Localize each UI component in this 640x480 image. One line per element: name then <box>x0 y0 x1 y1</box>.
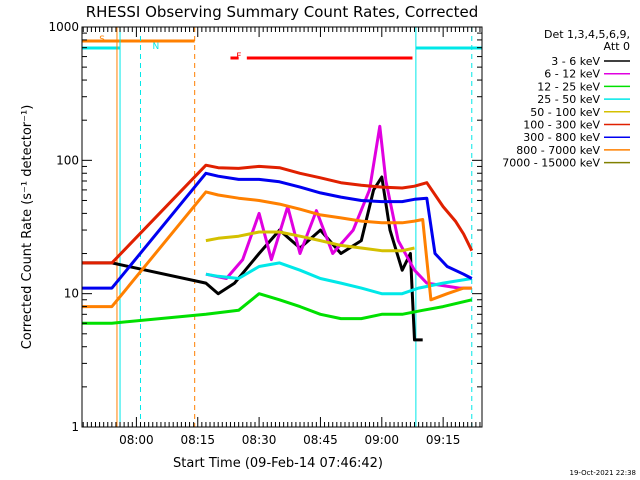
legend-label: 100 - 300 keV <box>523 119 600 132</box>
series-line <box>82 292 473 325</box>
plot-frame <box>81 26 483 428</box>
legend-label: 3 - 6 keV <box>551 55 600 68</box>
legend-label: 25 - 50 keV <box>537 93 600 106</box>
y-axis-label: Corrected Count Rate (s⁻¹ detector⁻¹) <box>20 105 35 350</box>
legend-label: 50 - 100 keV <box>530 106 600 119</box>
y-tick-label: 10 <box>64 287 79 301</box>
series-line <box>82 190 472 309</box>
flag-label-n: N <box>152 42 159 52</box>
flag-bars: S N F <box>82 35 482 62</box>
y-tick-label: 1000 <box>48 20 79 34</box>
y-axis: 1 10 100 1000 <box>48 20 482 434</box>
series-line <box>82 171 473 290</box>
chart-title: RHESSI Observing Summary Count Rates, Co… <box>86 3 479 21</box>
x-tick-label: 09:15 <box>426 433 461 447</box>
x-tick-label: 09:00 <box>364 433 399 447</box>
series-line <box>205 230 415 253</box>
flag-label-s: S <box>99 35 105 45</box>
series-line <box>205 124 472 290</box>
x-tick-label: 08:30 <box>242 433 277 447</box>
y-tick-label: 1 <box>71 420 79 434</box>
legend-label: 7000 - 15000 keV <box>502 157 600 170</box>
series-lines <box>82 124 474 342</box>
legend-header: Att 0 <box>604 40 630 53</box>
x-tick-label: 08:45 <box>303 433 338 447</box>
series-line <box>205 261 473 296</box>
legend-label: 12 - 25 keV <box>537 80 600 93</box>
flag-label-f: F <box>236 52 241 62</box>
x-tick-label: 08:15 <box>180 433 215 447</box>
series-line <box>82 163 474 265</box>
flag-lines <box>116 27 473 427</box>
legend-header: Det 1,3,4,5,6,9, <box>544 28 630 41</box>
x-axis: 08:00 08:15 08:30 08:45 09:00 09:15 <box>82 27 481 447</box>
legend-label: 800 - 7000 keV <box>516 144 600 157</box>
legend-label: 300 - 800 keV <box>523 131 600 144</box>
x-tick-label: 08:00 <box>119 433 154 447</box>
x-axis-label: Start Time (09-Feb-14 07:46:42) <box>173 456 383 471</box>
legend-label: 6 - 12 keV <box>544 68 600 81</box>
y-tick-label: 100 <box>56 153 79 167</box>
footer-timestamp: 19-Oct-2021 22:38 <box>570 469 636 477</box>
